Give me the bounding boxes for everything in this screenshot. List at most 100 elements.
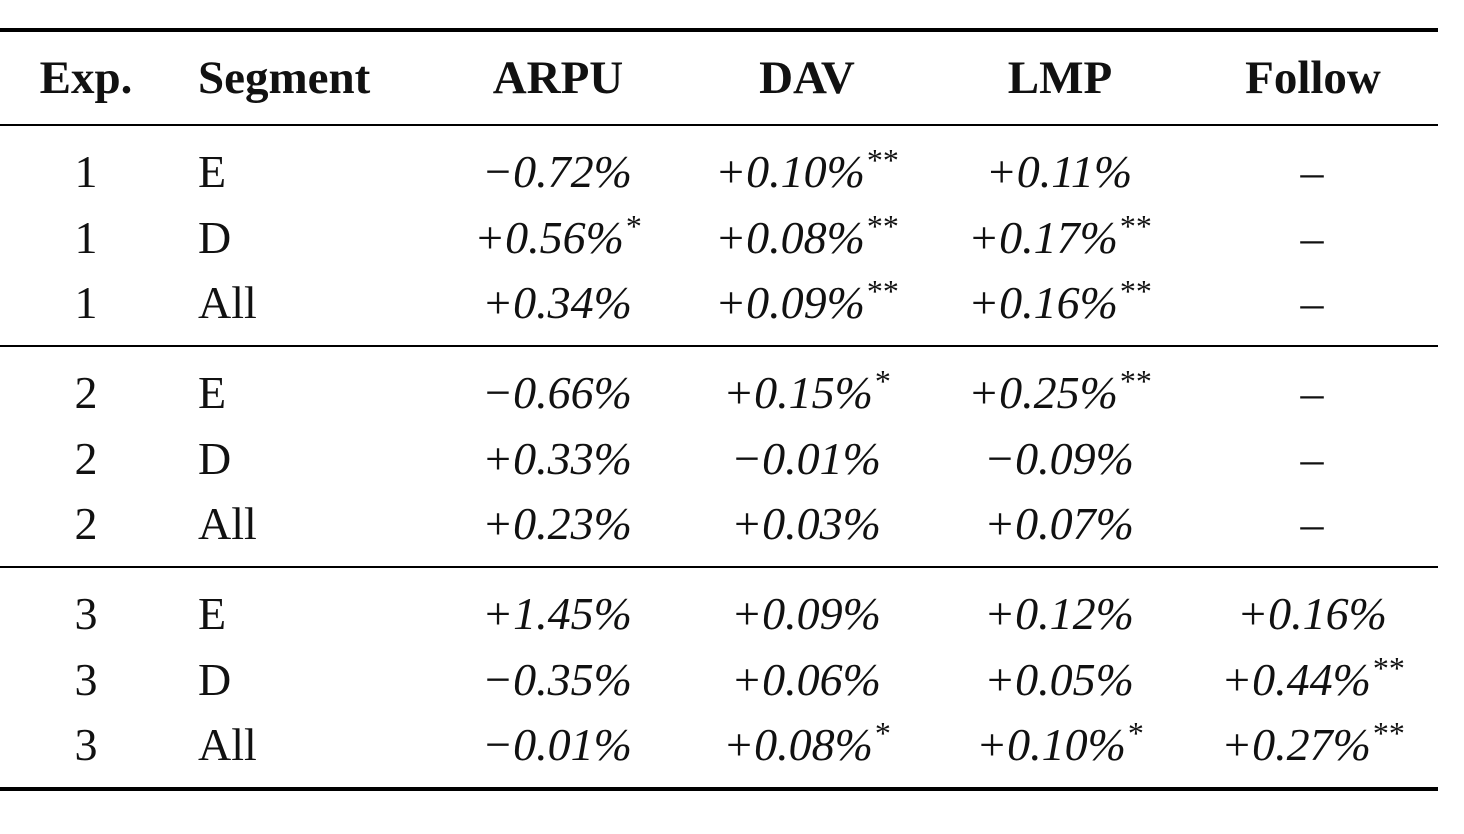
cell-follow: – xyxy=(1188,426,1438,491)
lmp-value: +0.12% xyxy=(984,588,1134,639)
follow-value: +0.16% xyxy=(1237,588,1387,639)
cell-arpu: +0.34% xyxy=(434,270,682,346)
table-row: 2 All +0.23% +0.03% +0.07% – xyxy=(0,491,1438,567)
cell-arpu: −0.35% xyxy=(434,647,682,712)
cell-arpu: +0.23% xyxy=(434,491,682,567)
arpu-value: −0.01% xyxy=(482,719,632,770)
cell-follow: – xyxy=(1188,346,1438,426)
lmp-value: +0.25% xyxy=(968,367,1118,418)
follow-value: – xyxy=(1300,212,1324,263)
arpu-value: +0.56% xyxy=(474,212,624,263)
lmp-significance: * xyxy=(1127,715,1144,751)
cell-follow: – xyxy=(1188,270,1438,346)
cell-lmp: +0.10%* xyxy=(932,712,1188,789)
table-row: 1 All +0.34% +0.09%** +0.16%** – xyxy=(0,270,1438,346)
cell-follow: +0.16% xyxy=(1188,567,1438,647)
table-row: 3 D −0.35% +0.06% +0.05% +0.44%** xyxy=(0,647,1438,712)
experiment-group-3: 3 E +1.45% +0.09% +0.12% +0.16% 3 D −0.3… xyxy=(0,567,1438,789)
arpu-value: −0.35% xyxy=(482,654,632,705)
cell-lmp: +0.16%** xyxy=(932,270,1188,346)
cell-dav: +0.15%* xyxy=(682,346,932,426)
lmp-significance: ** xyxy=(1119,273,1152,309)
arpu-value: +1.45% xyxy=(482,588,632,639)
cell-dav: +0.10%** xyxy=(682,125,932,205)
lmp-value: +0.10% xyxy=(976,719,1126,770)
dav-significance: ** xyxy=(866,142,899,178)
cell-follow: – xyxy=(1188,125,1438,205)
cell-segment: All xyxy=(198,498,257,549)
dav-value: −0.01% xyxy=(731,433,881,484)
table-row: 1 E −0.72% +0.10%** +0.11% – xyxy=(0,125,1438,205)
cell-dav: +0.03% xyxy=(682,491,932,567)
dav-value: +0.08% xyxy=(715,212,865,263)
arpu-value: +0.34% xyxy=(482,277,632,328)
cell-lmp: +0.12% xyxy=(932,567,1188,647)
follow-value: – xyxy=(1300,367,1324,418)
arpu-significance: * xyxy=(625,208,642,244)
cell-exp: 1 xyxy=(74,146,98,197)
cell-arpu: +0.33% xyxy=(434,426,682,491)
dav-significance: ** xyxy=(866,273,899,309)
header-arpu: ARPU xyxy=(492,52,624,104)
header-row: Exp. Segment ARPU DAV LMP Follow xyxy=(0,30,1438,125)
arpu-value: +0.33% xyxy=(482,433,632,484)
cell-exp: 3 xyxy=(74,654,98,705)
results-table-container: Exp. Segment ARPU DAV LMP Follow 1 E −0.… xyxy=(0,28,1438,791)
cell-lmp: +0.25%** xyxy=(932,346,1188,426)
cell-dav: +0.08%** xyxy=(682,205,932,270)
cell-exp: 2 xyxy=(74,367,98,418)
cell-exp: 3 xyxy=(74,588,98,639)
cell-exp: 2 xyxy=(74,433,98,484)
dav-value: +0.09% xyxy=(731,588,881,639)
cell-segment: D xyxy=(198,433,232,484)
follow-value: +0.27% xyxy=(1221,719,1371,770)
lmp-value: +0.16% xyxy=(968,277,1118,328)
cell-follow: +0.27%** xyxy=(1188,712,1438,789)
cell-arpu: +0.56%* xyxy=(434,205,682,270)
lmp-value: +0.05% xyxy=(984,654,1134,705)
cell-lmp: +0.05% xyxy=(932,647,1188,712)
cell-dav: −0.01% xyxy=(682,426,932,491)
lmp-significance: ** xyxy=(1119,208,1152,244)
follow-significance: ** xyxy=(1372,715,1405,751)
dav-significance: * xyxy=(874,363,891,399)
follow-significance: ** xyxy=(1372,650,1405,686)
table-row: 2 D +0.33% −0.01% −0.09% – xyxy=(0,426,1438,491)
follow-value: – xyxy=(1300,146,1324,197)
lmp-value: +0.17% xyxy=(968,212,1118,263)
cell-dav: +0.08%* xyxy=(682,712,932,789)
cell-lmp: +0.11% xyxy=(932,125,1188,205)
dav-value: +0.09% xyxy=(715,277,865,328)
cell-segment: E xyxy=(198,588,227,639)
dav-significance: * xyxy=(874,715,891,751)
cell-arpu: −0.01% xyxy=(434,712,682,789)
cell-exp: 2 xyxy=(74,498,98,549)
lmp-value: −0.09% xyxy=(984,433,1134,484)
dav-value: +0.15% xyxy=(723,367,873,418)
cell-arpu: −0.66% xyxy=(434,346,682,426)
header-lmp: LMP xyxy=(1007,52,1113,104)
cell-segment: All xyxy=(198,277,257,328)
dav-significance: ** xyxy=(866,208,899,244)
table-header: Exp. Segment ARPU DAV LMP Follow xyxy=(0,30,1438,125)
header-follow: Follow xyxy=(1245,52,1381,104)
follow-value: – xyxy=(1300,498,1324,549)
cell-arpu: +1.45% xyxy=(434,567,682,647)
dav-value: +0.06% xyxy=(731,654,881,705)
dav-value: +0.10% xyxy=(715,146,865,197)
cell-follow: – xyxy=(1188,205,1438,270)
cell-segment: D xyxy=(198,212,232,263)
cell-lmp: −0.09% xyxy=(932,426,1188,491)
cell-lmp: +0.17%** xyxy=(932,205,1188,270)
experiment-group-1: 1 E −0.72% +0.10%** +0.11% – 1 D +0.56%*… xyxy=(0,125,1438,346)
cell-follow: – xyxy=(1188,491,1438,567)
table-row: 3 All −0.01% +0.08%* +0.10%* +0.27%** xyxy=(0,712,1438,789)
table-row: 2 E −0.66% +0.15%* +0.25%** – xyxy=(0,346,1438,426)
table-row: 3 E +1.45% +0.09% +0.12% +0.16% xyxy=(0,567,1438,647)
follow-value: +0.44% xyxy=(1221,654,1371,705)
cell-segment: D xyxy=(198,654,232,705)
follow-value: – xyxy=(1300,277,1324,328)
cell-lmp: +0.07% xyxy=(932,491,1188,567)
arpu-value: −0.66% xyxy=(482,367,632,418)
cell-dav: +0.09%** xyxy=(682,270,932,346)
